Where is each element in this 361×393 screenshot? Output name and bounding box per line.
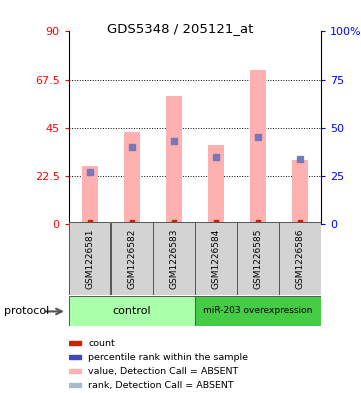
Bar (166, 95, 182, 224)
Text: GSM1226582: GSM1226582 (127, 228, 136, 288)
Bar (124, 132, 140, 224)
Bar (208, 145, 224, 224)
Bar (69, 296, 195, 326)
Bar (82, 166, 97, 224)
Bar (195, 222, 237, 295)
Bar (279, 222, 321, 295)
Text: value, Detection Call = ABSENT: value, Detection Call = ABSENT (88, 367, 239, 376)
Bar (237, 222, 279, 295)
Bar (69, 341, 81, 345)
Bar (111, 222, 153, 295)
Text: protocol: protocol (4, 306, 49, 316)
Text: count: count (88, 338, 115, 347)
Bar (292, 160, 308, 224)
Text: GSM1226585: GSM1226585 (254, 228, 262, 288)
Text: GSM1226584: GSM1226584 (212, 228, 221, 288)
Bar (69, 355, 81, 359)
Text: control: control (113, 306, 151, 316)
Bar (250, 70, 266, 224)
Text: GSM1226581: GSM1226581 (85, 228, 94, 288)
Bar (195, 296, 321, 326)
Text: miR-203 overexpression: miR-203 overexpression (204, 307, 313, 315)
Bar (69, 383, 81, 387)
Text: rank, Detection Call = ABSENT: rank, Detection Call = ABSENT (88, 380, 234, 389)
Text: GSM1226586: GSM1226586 (296, 228, 305, 288)
Bar (153, 222, 195, 295)
Bar (69, 369, 81, 373)
Text: GDS5348 / 205121_at: GDS5348 / 205121_at (107, 22, 254, 35)
Text: percentile rank within the sample: percentile rank within the sample (88, 353, 248, 362)
Text: GSM1226583: GSM1226583 (169, 228, 178, 288)
Bar (69, 222, 110, 295)
